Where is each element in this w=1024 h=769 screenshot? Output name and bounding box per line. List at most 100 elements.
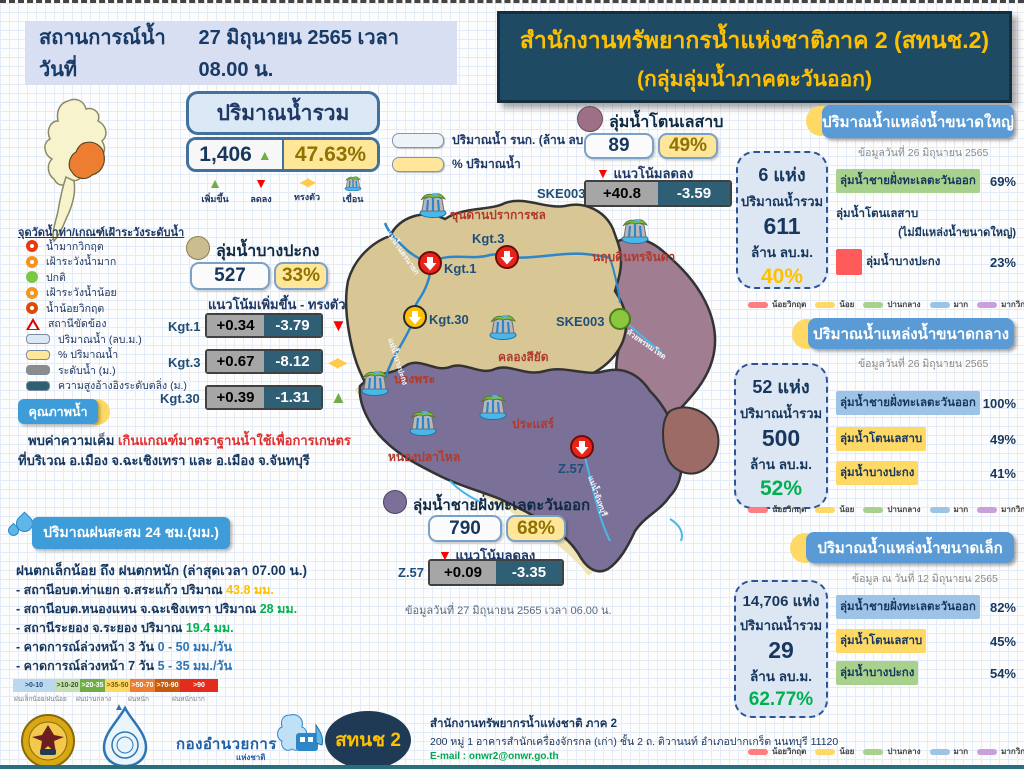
trend-legend: ▲ เพิ่มขึ้น ▼ ลดลง ◀▶ ทรงตัว เขื่อน [201,175,364,204]
dam-label: บางพระ [394,372,435,386]
kgt3-trend-icon: ◀▶ [328,354,347,370]
eastcoast-values: 790 68% [428,515,566,542]
rainfall-item: - สถานีอบต.หนองแหน จ.ฉะเชิงเทรา ปริมาณ 2… [16,602,298,616]
basin-bar-row: ลุ่มน้ำโตนเลสาบ 49% [836,427,1016,451]
unit-legend: ปริมาณน้ำ รนก. (ล้าน ลบ.ม.) % ปริมาณน้ำ [392,131,642,179]
station-legend-title: จุดวัดน้ำท่า/เกณฑ์เฝ้าระวังระดับน้ำ [18,227,185,239]
station-label: Z.57 [558,461,584,476]
basin-bar-row: ลุ่มน้ำบางปะกง 54% [836,661,1016,685]
dam-icon [360,369,390,397]
dam-label: ขุนด่านปราการชล [450,208,546,223]
date-label: สถานการณ์น้ำวันที่ [39,27,166,81]
rain-scale-label: ฝนเล็กน้อย/ฝนน้อย [14,696,67,703]
kgt3-datarow: +0.67 -8.12 [205,349,323,374]
severity-legend: น้อยวิกฤต น้อย ปานกลาง มาก มากวิกฤต [748,298,1024,311]
basin-bar-row: ลุ่มน้ำบางปะกง 23% [836,249,1016,275]
kgt1-row-label: Kgt.1 [168,319,201,334]
basin-bar-row: ลุ่มน้ำโตนเลสาบ (ไม่มีแหล่งน้ำขนาดใหญ่) [836,208,1016,239]
tonlesap-volume: 89 [584,133,654,159]
dam-icon [488,313,518,341]
medium-sources-summary: 52 แห่ง ปริมาณน้ำรวม 500 ล้าน ลบ.ม. 52% [734,363,828,509]
critical-high-water-icon [26,240,38,252]
percent-box-icon [26,349,50,360]
footer-org-name: สำนักงานทรัพยากรน้ำแห่งชาติ ภาค 2 [430,718,618,730]
increase-icon: ▲ [208,175,222,191]
bangpakong-basin-dot [186,236,210,260]
dam-icon [344,176,362,191]
eastcoast-basin-dot [383,490,407,514]
large-sources-header: ปริมาณน้ำแหล่งน้ำขนาดใหญ่ [822,105,1014,138]
rainfall-scale: >0-10 >10-20 >20-35 >35-50 >50-70 >70-90… [13,679,218,692]
report-date-header: สถานการณ์น้ำวันที่ 27 มิถุนายน 2565 เวลา… [25,21,457,85]
rainfall-item: - สถานีระยอง จ.ระยอง ปริมาณ 19.4 มม. [16,621,234,635]
east-region-highlight [68,141,105,180]
org-title-line1: สำนักงานทรัพยากรน้ำแห่งชาติภาค 2 (สทนช.2… [519,27,990,53]
kgt30-datarow: +0.39 -1.31 [205,385,323,410]
watch-high-water-icon [26,255,38,268]
nakhonnayok-river [380,222,432,384]
station-label: SKE003 [556,314,604,329]
dam-label: ประแสร์ [512,417,555,431]
rainfall-summary: ฝนตกเล็กน้อย ถึง ฝนตกหนัก (ล่าสุดเวลา 07… [16,563,307,578]
water-quality-line1: พบค่าความเค็ม เกินแกณฑ์มาตราฐานน้ำใช้เพื… [28,433,351,448]
org-title-banner: สำนักงานทรัพยากรน้ำแห่งชาติภาค 2 (สทนช.2… [497,11,1012,103]
small-sources-summary: 14,706 แห่ง ปริมาณน้ำรวม 29 ล้าน ลบ.ม. 6… [734,580,828,718]
station-label: Kgt.30 [429,312,469,327]
thailand-south-tail [52,175,76,243]
decrease-icon: ▼ [254,175,268,191]
rain-scale-label: ฝนหนัก [128,696,149,703]
down-triangle-icon: ▼ [596,165,610,181]
org-title-line2: (กลุ่มลุ่มน้ำภาคตะวันออก) [637,68,872,91]
dam-icon [478,393,508,421]
bangpakong-trend: แนวโน้มเพิ่มขึ้น - ทรงตัว [208,297,346,312]
rain-scale-label: ฝนปานกลาง [76,696,112,703]
dam-label: คลองสียัด [498,350,549,364]
total-water-volume: 1,406 ▲ [189,140,284,169]
bangpakong-basin-name: ลุ่มน้ำบางปะกง [216,243,320,260]
rainfall-item: - คาดการณ์ล่วงหน้า 7 วัน 5 - 35 มม./วัน [16,659,232,673]
water-quality-line2: ที่บริเวณ อ.เมือง จ.ฉะเชิงเทรา และ อ.เมื… [18,453,310,468]
basin-bar-row: ลุ่มน้ำชายฝั่งทะเลตะวันออก 69% [836,169,1016,193]
footer-address: 200 หมู่ 1 อาคารสำนักเครื่องจักรกล (เก่า… [430,736,839,748]
date-value: 27 มิถุนายน 2565 เวลา 08.00 น. [198,27,400,81]
basin-map: ขุนด่านปราการชล นฤบดินทรจินดา คลองสียัด … [344,191,720,576]
tonlesap-percent: 49% [658,133,718,159]
rainfall-header: ปริมาณฝนสะสม 24 ชม.(มม.) [32,517,230,549]
basin-bar-row: ลุ่มน้ำชายฝั่งทะเลตะวันออก 100% [836,391,1016,415]
ske003-level: +40.8 [586,182,658,205]
tonlesap-trend: ▼ แนวโน้มลดลง [596,165,694,181]
dam-icon [418,191,448,219]
volume-chip [392,133,444,148]
command-center-logo-subtext: แห่งชาติ [236,753,266,762]
rainfall-item: - สถานีอบต.ท่าแยก จ.สระแก้ว ปริมาณ 43.8 … [16,583,274,597]
station-fault-icon [26,317,40,330]
total-water-percent: 47.63% [284,140,377,169]
command-center-graphic [277,714,323,751]
percent-chip [392,157,444,172]
station-label: Kgt.1 [444,261,477,276]
bank-height-box-icon [26,380,50,391]
critical-low-water-icon [26,302,38,314]
dam-label: หนองปลาไหล [388,449,460,464]
up-triangle-icon: ▲ [257,146,272,163]
normal-water-icon [26,271,38,283]
rain-scale-label: ฝนหนักมาก [172,696,205,703]
garuda-emblem-logo [21,714,75,765]
medium-sources-date: ข้อมูลวันที่ 26 มิถุนายน 2565 [858,358,989,370]
kgt3-marker [495,245,519,269]
dam-icon [408,409,438,437]
severity-legend: น้อยวิกฤต น้อย ปานกลาง มาก มากวิกฤต [748,503,1024,516]
stnch2-badge: สทนช 2 [325,711,411,765]
thailand-minimap [44,98,107,243]
water-quality-button: คุณภาพน้ำ [18,399,98,424]
small-sources-date: ข้อมูล ณ วันที่ 12 มิถุนายน 2565 [852,573,998,585]
watch-low-water-icon [26,286,38,299]
large-sources-summary: 6 แห่ง ปริมาณน้ำรวม 611 ล้าน ลบ.ม. 40% [736,151,828,289]
upper-stream [609,257,621,304]
eastcoast-percent: 68% [506,515,566,542]
total-water-values: 1,406 ▲ 47.63% [186,137,380,172]
dam-icon [620,217,650,245]
eastcoast-basin-name: ลุ่มน้ำชายฝั่งทะเลตะวันออก [413,497,591,514]
bangpakong-volume: 527 [190,262,270,290]
